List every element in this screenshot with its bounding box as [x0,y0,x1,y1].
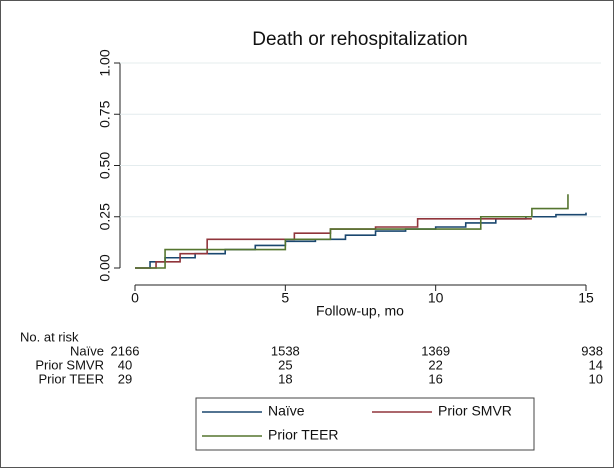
risk-row-label: Prior SMVR [35,357,104,372]
risk-count: 14 [589,357,603,372]
risk-count: 2166 [111,343,140,358]
km-curve [135,194,569,269]
x-tick-label: 5 [281,290,289,306]
legend-label: Prior TEER [268,427,339,443]
y-tick-label: 1.00 [97,49,113,76]
risk-count: 29 [118,371,132,386]
risk-count: 22 [428,357,442,372]
risk-row-label: Naïve [70,343,104,358]
y-tick-label: 0.50 [97,152,113,179]
y-tick-label: 0.00 [97,254,113,281]
risk-count: 10 [589,371,603,386]
legend [195,397,535,451]
chart-title: Death or rehospitalization [252,29,467,50]
risk-count: 25 [278,357,292,372]
legend-label: Naïve [268,403,305,419]
risk-count: 938 [581,343,603,358]
y-tick-label: 0.75 [97,100,113,127]
x-tick-label: 0 [131,290,139,306]
risk-count: 16 [428,371,442,386]
legend-label: Prior SMVR [438,403,512,419]
x-axis-label: Follow-up, mo [316,303,404,319]
x-tick-label: 15 [578,290,594,306]
risk-row-label: Prior TEER [39,371,105,386]
risk-count: 40 [118,357,132,372]
risk-count: 1369 [421,343,450,358]
x-tick-label: 10 [428,290,444,306]
risk-table-title: No. at risk [20,329,79,344]
y-tick-label: 0.25 [97,203,113,230]
risk-count: 1538 [271,343,300,358]
risk-count: 18 [278,371,292,386]
km-curve [135,218,532,269]
